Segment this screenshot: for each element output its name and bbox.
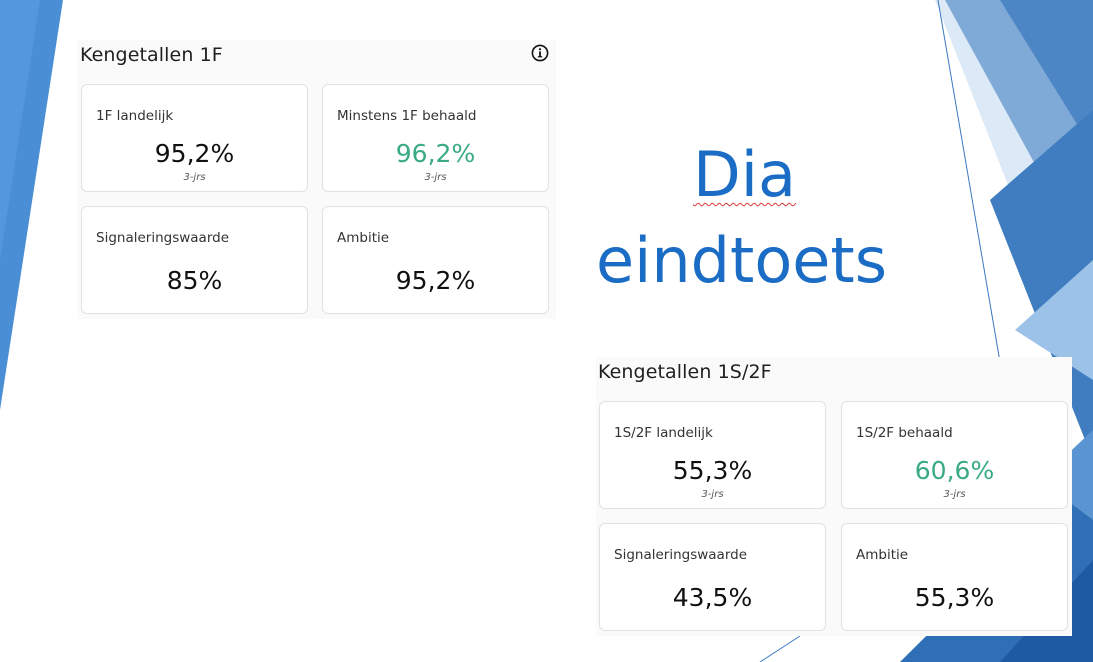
kpi-sublabel: 3-jrs — [183, 172, 206, 183]
kpi-label: Signaleringswaarde — [96, 230, 230, 246]
kpi-card-signaleringswaarde: Signaleringswaarde 85% — [81, 206, 308, 314]
panel-kengetallen-1s2f: Kengetallen 1S/2F 1S/2F landelijk 55,3% … — [596, 357, 1072, 636]
kpi-label: Ambitie — [856, 547, 909, 563]
kpi-card-1f-landelijk: 1F landelijk 95,2% 3-jrs — [81, 84, 308, 192]
kpi-card-ambitie: Ambitie 55,3% — [841, 523, 1068, 631]
slide-title-line2: eindtoets — [596, 224, 888, 297]
kpi-value: 43,5% — [672, 583, 753, 612]
kpi-sublabel: 3-jrs — [424, 172, 447, 183]
kpi-sublabel: 3-jrs — [943, 489, 966, 500]
kpi-value: 85% — [166, 266, 223, 295]
kpi-sublabel: 3-jrs — [701, 489, 724, 500]
panel-title: Kengetallen 1F — [80, 44, 223, 66]
kpi-value: 60,6% — [914, 456, 995, 485]
slide-title-line1: Dia — [693, 138, 796, 211]
slide-title: Dia eindtoets — [596, 132, 896, 304]
kpi-label: Signaleringswaarde — [614, 547, 748, 563]
panel-kengetallen-1f: Kengetallen 1F 1F landelijk 95,2% 3-jrs … — [78, 40, 556, 319]
kpi-card-1s2f-behaald: 1S/2F behaald 60,6% 3-jrs — [841, 401, 1068, 509]
info-circle-icon[interactable] — [531, 44, 549, 62]
kpi-value: 95,2% — [395, 266, 476, 295]
kpi-card-ambitie: Ambitie 95,2% — [322, 206, 549, 314]
kpi-card-1s2f-landelijk: 1S/2F landelijk 55,3% 3-jrs — [599, 401, 826, 509]
kpi-value: 55,3% — [672, 456, 753, 485]
kpi-value: 55,3% — [914, 583, 995, 612]
kpi-card-signaleringswaarde: Signaleringswaarde 43,5% — [599, 523, 826, 631]
kpi-value: 96,2% — [395, 139, 476, 168]
kpi-label: 1S/2F landelijk — [614, 425, 713, 441]
kpi-label: Ambitie — [337, 230, 390, 246]
kpi-label: Minstens 1F behaald — [337, 108, 477, 124]
kpi-value: 95,2% — [154, 139, 235, 168]
kpi-card-minstens-1f-behaald: Minstens 1F behaald 96,2% 3-jrs — [322, 84, 549, 192]
kpi-label: 1F landelijk — [96, 108, 174, 124]
kpi-label: 1S/2F behaald — [856, 425, 953, 441]
panel-title: Kengetallen 1S/2F — [598, 361, 772, 383]
